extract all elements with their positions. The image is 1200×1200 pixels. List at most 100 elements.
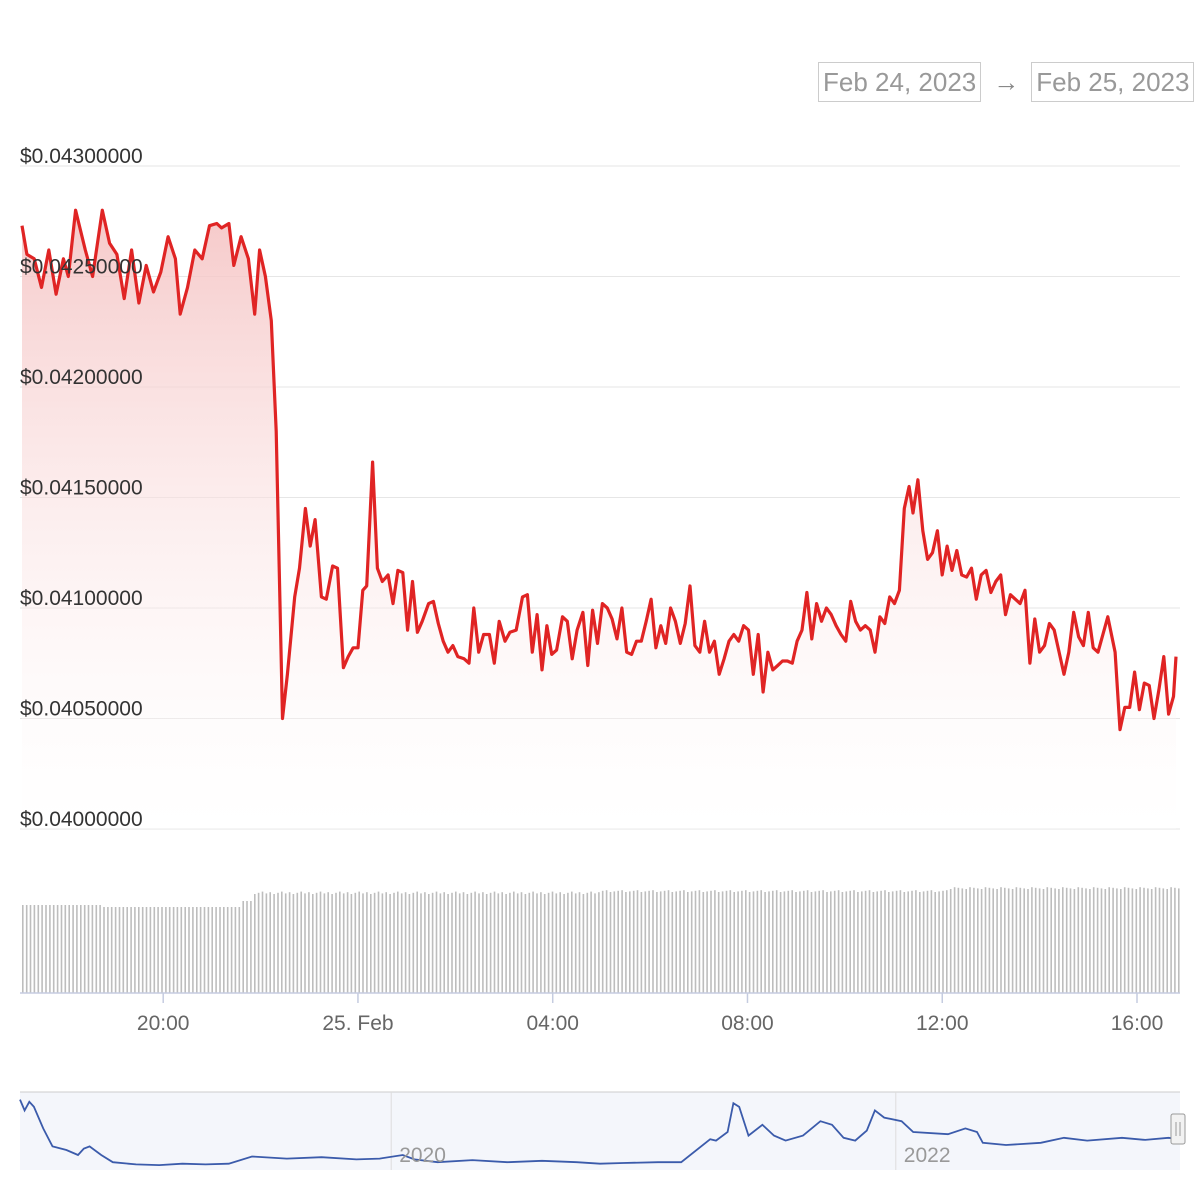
volume-bar <box>574 893 577 993</box>
navigator-handle[interactable] <box>1170 1113 1186 1145</box>
volume-bar <box>385 892 387 993</box>
volume-bar <box>138 907 140 993</box>
x-tick-label-0: 20:00 <box>137 1012 190 1035</box>
volume-bar <box>203 907 206 993</box>
volume-bar <box>895 890 898 993</box>
volume-bar <box>145 907 148 993</box>
volume-bar <box>675 891 677 993</box>
volume-bar <box>826 892 828 993</box>
volume-bar <box>524 894 527 993</box>
volume-bar <box>648 890 650 993</box>
volume-bar <box>957 887 960 993</box>
volume-bar <box>772 890 774 993</box>
price-area <box>22 210 1176 829</box>
volume-bar <box>482 892 484 993</box>
x-tick-label-3: 08:00 <box>721 1012 774 1035</box>
date-from-input[interactable]: Feb 24, 2023 <box>818 62 982 102</box>
volume-bar <box>165 907 167 993</box>
volume-bar <box>335 892 337 993</box>
volume-bar <box>710 890 712 993</box>
date-to-input[interactable]: Feb 25, 2023 <box>1031 62 1195 102</box>
volume-bar <box>884 890 886 993</box>
volume-bar <box>404 892 407 993</box>
volume-bar <box>458 893 461 993</box>
volume-bar <box>130 907 132 993</box>
volume-bar <box>470 892 473 993</box>
volume-bar <box>509 892 511 993</box>
volume-bar <box>629 891 631 993</box>
navigator-labels: 2020 2022 <box>399 1144 950 1167</box>
volume-bar <box>988 887 991 993</box>
volume-bar <box>134 907 136 993</box>
price-line[interactable] <box>20 208 1178 732</box>
volume-bar <box>126 907 128 993</box>
volume-bar <box>505 894 507 993</box>
volume-bar <box>56 905 59 993</box>
volume-bar <box>659 891 662 993</box>
volume-bar <box>1019 887 1022 993</box>
volume-bar <box>934 892 936 993</box>
volume-bar <box>319 891 322 993</box>
volume-bar <box>110 907 113 993</box>
volume-bar <box>455 891 457 993</box>
volume-bar <box>729 890 732 993</box>
volume-bar <box>1092 887 1095 993</box>
volume-bar <box>891 891 894 993</box>
volume-bar <box>810 892 813 993</box>
volume-bar <box>1131 888 1134 993</box>
volume-bar <box>261 891 264 993</box>
volume-bar <box>435 891 438 993</box>
volume-bar <box>1046 887 1049 993</box>
volume-bar <box>563 894 565 993</box>
volume-bar <box>1058 889 1060 993</box>
volume-bar <box>370 894 372 993</box>
volume-bar <box>1011 889 1014 993</box>
volume-bar <box>489 892 492 993</box>
volume-bar <box>1042 889 1045 993</box>
volume-bar <box>408 894 411 993</box>
volume-bar <box>1158 887 1161 993</box>
volume-bar <box>447 894 449 993</box>
volume-bar <box>915 890 917 993</box>
volume-bar <box>1077 887 1080 993</box>
volume-bar <box>775 890 778 993</box>
volume-bar <box>636 890 639 993</box>
volume-bar <box>687 892 689 993</box>
volume-bar <box>250 901 252 993</box>
navigator[interactable]: 2020 2022 <box>19 1091 1186 1170</box>
volume-bar <box>768 891 770 993</box>
volume-bar <box>721 891 724 993</box>
volume-bar <box>1108 887 1110 993</box>
volume-bar <box>416 891 418 993</box>
volume-bar <box>864 890 867 993</box>
volume-bar <box>157 907 159 993</box>
volume-bar <box>861 891 863 993</box>
volume-bar <box>567 892 569 993</box>
volume-bar <box>342 893 345 993</box>
volume-bar <box>485 894 488 993</box>
volume-bar <box>149 907 152 993</box>
volume-bar <box>1038 888 1041 993</box>
volume-bar <box>226 907 229 993</box>
x-axis-ticks: 20:00 25. Feb 04:00 08:00 12:00 16:00 <box>137 993 1163 1035</box>
volume-bar <box>300 891 302 993</box>
volume-bars <box>22 887 1180 993</box>
volume-bar <box>559 892 561 993</box>
volume-bar <box>949 889 952 993</box>
volume-bar <box>601 890 604 993</box>
volume-bar <box>1073 889 1076 993</box>
volume-bar <box>118 907 121 993</box>
volume-bar <box>1174 887 1176 993</box>
volume-bar <box>663 890 666 993</box>
volume-bar <box>196 907 198 993</box>
volume-bar <box>296 892 299 993</box>
volume-bar <box>83 905 86 993</box>
volume-bar <box>582 894 585 993</box>
volume-bar <box>822 890 824 993</box>
volume-bar <box>555 893 558 993</box>
volume-bar <box>868 890 871 993</box>
volume-bar <box>888 892 890 993</box>
volume-bar <box>702 892 705 993</box>
volume-bar <box>571 891 573 993</box>
volume-bar <box>814 891 817 993</box>
